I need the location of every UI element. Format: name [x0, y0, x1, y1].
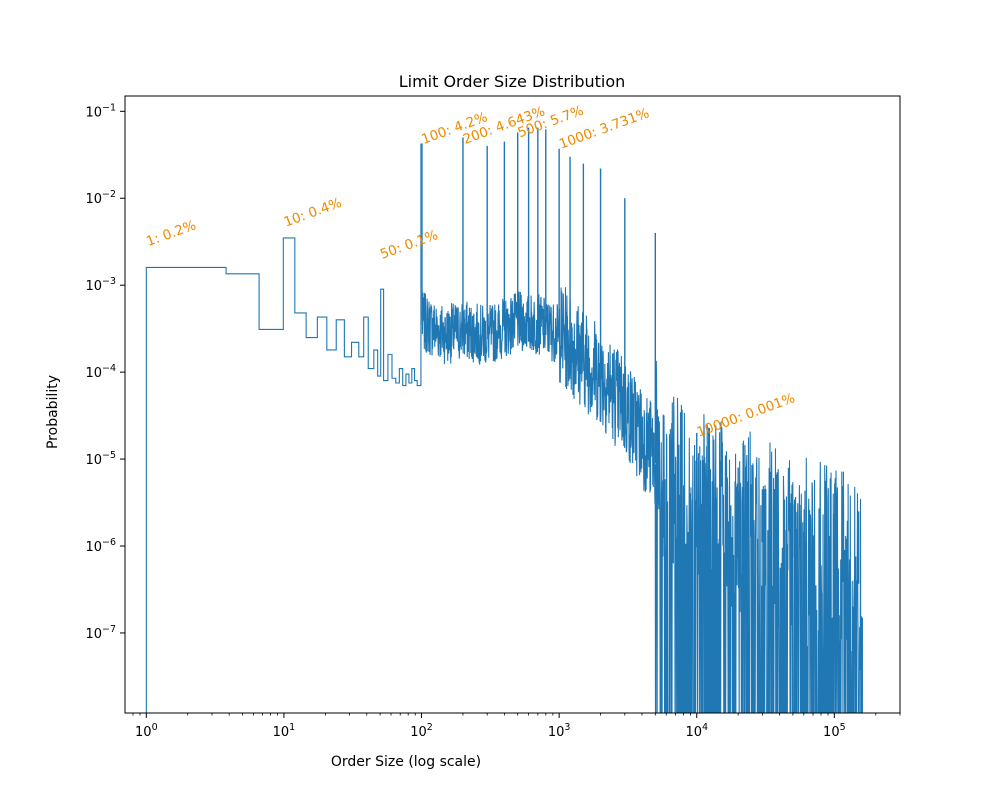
x-tick-label-2: 102	[410, 722, 433, 740]
y-tick-label-5: 10−2	[85, 189, 116, 207]
y-tick-label-4: 10−3	[85, 276, 116, 294]
chart-title: Limit Order Size Distribution	[399, 72, 626, 91]
y-tick-label-6: 10−1	[85, 102, 116, 120]
y-tick-label-3: 10−4	[85, 363, 116, 381]
x-tick-label-0: 100	[135, 722, 158, 740]
series-layer	[145, 127, 863, 713]
y-tick-label-0: 10−7	[85, 624, 116, 642]
y-axis: 10−7 10−6 10−5 10−4 10−3 10−2 10−1	[85, 102, 125, 642]
x-axis-title: Order Size (log scale)	[331, 754, 481, 770]
x-axis: 100 101 102 103 104 105	[132, 713, 901, 740]
x-tick-label-1: 101	[273, 722, 296, 740]
series-line	[145, 143, 863, 713]
y-axis-title: Probability	[45, 375, 61, 449]
x-tick-label-5: 105	[823, 722, 846, 740]
x-tick-label-3: 103	[548, 722, 571, 740]
plot-frame	[124, 95, 901, 714]
y-tick-label-1: 10−6	[85, 537, 116, 555]
y-tick-label-2: 10−5	[85, 450, 116, 468]
x-tick-label-4: 104	[685, 722, 708, 740]
series-0	[145, 127, 863, 713]
